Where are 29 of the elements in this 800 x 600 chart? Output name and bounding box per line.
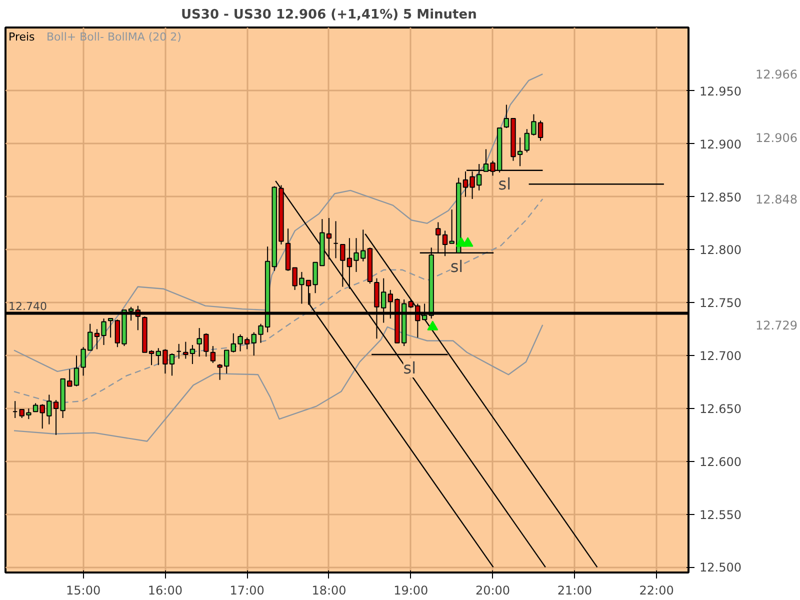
series-label: sl — [403, 358, 416, 378]
x-tick-label: 16:00 — [148, 584, 182, 598]
y2-tick-label: 12.848 — [756, 192, 798, 206]
series-label: sl — [450, 256, 464, 276]
y-tick-label: 12.800 — [700, 243, 742, 258]
chart-title: US30 - US30 12.906 (+1,41%) 5 Minuten — [180, 8, 477, 22]
y2-tick-label: 12.729 — [756, 318, 798, 332]
ref-line-label: 12.740 — [8, 300, 47, 314]
x-tick-label: 15:00 — [66, 584, 101, 598]
x-tick-label: 20:00 — [475, 584, 510, 598]
y-tick-label: 12.600 — [700, 454, 742, 469]
y-tick-label: 12.700 — [700, 349, 742, 364]
y-tick-label: 12.850 — [700, 190, 742, 204]
y-tick-label: 12.750 — [700, 296, 742, 310]
y-tick-label: 12.650 — [700, 402, 742, 416]
y2-tick-label: 12.906 — [756, 131, 798, 146]
y-tick-label: 12.550 — [700, 508, 742, 522]
x-tick-label: 19:00 — [394, 584, 428, 598]
x-tick-label: 17:00 — [230, 584, 264, 598]
y-tick-label: 12.950 — [700, 84, 742, 98]
annotation: Boll+ Boll- BollMA (20 2) — [46, 30, 182, 44]
y-tick-label: 12.500 — [700, 560, 742, 575]
x-tick-label: 21:00 — [557, 584, 592, 598]
x-tick-label: 22:00 — [639, 584, 674, 598]
x-tick-label: 18:00 — [312, 584, 346, 598]
series-label: sl — [498, 174, 512, 194]
y-tick-label: 12.900 — [700, 137, 742, 152]
y2-tick-label: 12.966 — [756, 68, 798, 82]
annotation: Preis — [8, 30, 36, 44]
